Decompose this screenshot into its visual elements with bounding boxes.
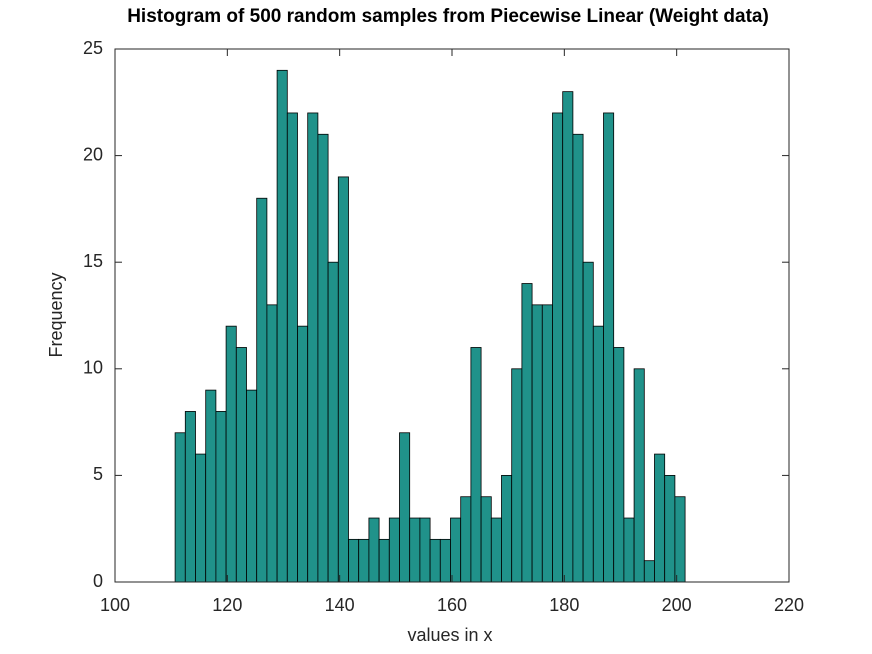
bar — [215, 411, 227, 583]
bar — [419, 517, 431, 583]
bar — [603, 112, 615, 583]
bar — [429, 538, 441, 583]
bar — [174, 432, 186, 583]
bar — [643, 560, 655, 583]
bar — [450, 517, 462, 583]
bar — [592, 325, 604, 583]
y-tick-label: 0 — [93, 571, 103, 591]
bar — [674, 496, 686, 583]
bar — [501, 474, 513, 583]
bar — [470, 347, 482, 583]
bar — [633, 368, 645, 583]
bar — [225, 325, 237, 583]
bar — [184, 411, 196, 583]
x-tick-label: 160 — [437, 595, 467, 615]
x-tick-label: 100 — [100, 595, 130, 615]
chart-title: Histogram of 500 random samples from Pie… — [127, 6, 769, 27]
bar — [297, 325, 309, 583]
bar — [276, 69, 288, 583]
bar — [439, 538, 451, 583]
x-axis-label: values in x — [407, 625, 492, 645]
y-axis-label: Frequency — [46, 272, 66, 357]
bar — [572, 133, 584, 583]
bar — [552, 112, 564, 583]
bar — [388, 517, 400, 583]
bar — [358, 538, 370, 583]
bar — [378, 538, 390, 583]
bar — [541, 304, 553, 583]
x-tick-label: 220 — [774, 595, 804, 615]
bar — [327, 261, 339, 583]
bar — [521, 283, 533, 583]
bar — [460, 496, 472, 583]
bar — [531, 304, 543, 583]
bar — [337, 176, 349, 583]
y-tick-label: 25 — [83, 38, 103, 58]
bar — [664, 474, 676, 583]
y-tick-label: 15 — [83, 251, 103, 271]
bar — [613, 347, 625, 583]
bar — [399, 432, 411, 583]
x-tick-label: 180 — [549, 595, 579, 615]
bar — [256, 197, 268, 583]
bar — [235, 347, 247, 583]
bar — [480, 496, 492, 583]
y-tick-label: 10 — [83, 358, 103, 378]
x-tick-label: 140 — [325, 595, 355, 615]
bar — [654, 453, 666, 583]
bar — [266, 304, 278, 583]
bar — [348, 538, 360, 583]
bar — [286, 112, 298, 583]
x-tick-label: 120 — [212, 595, 242, 615]
bar — [317, 133, 329, 583]
y-tick-label: 20 — [83, 144, 103, 164]
bar — [511, 368, 523, 583]
bar — [246, 389, 258, 583]
y-tick-label: 5 — [93, 464, 103, 484]
bar — [195, 453, 207, 583]
x-tick-label: 200 — [662, 595, 692, 615]
bar — [307, 112, 319, 583]
bar — [490, 517, 502, 583]
bar — [205, 389, 217, 583]
bar — [623, 517, 635, 583]
bar — [562, 91, 574, 583]
bar — [368, 517, 380, 583]
bar — [582, 261, 594, 583]
bar — [409, 517, 421, 583]
